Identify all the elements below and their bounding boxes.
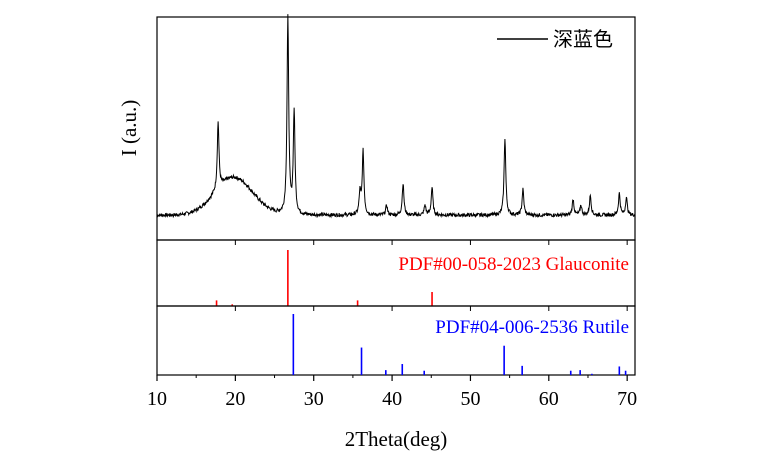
x-axis-ticks: 10 20 30 40 50 60 70 — [147, 240, 637, 410]
x-tick-label: 50 — [460, 388, 480, 410]
x-tick-label: 30 — [304, 388, 324, 410]
x-axis-label: 2Theta(deg) — [345, 427, 448, 451]
glauconite-stick-lines — [215, 250, 433, 306]
x-tick-label: 70 — [617, 388, 637, 410]
legend-label-sample: 深蓝色 — [553, 28, 613, 51]
x-tick-label: 20 — [225, 388, 245, 410]
x-tick-label: 60 — [539, 388, 559, 410]
main-xrd-panel: 深蓝色 — [156, 14, 636, 241]
legend: 深蓝色 — [497, 28, 613, 51]
glauconite-reference-panel: PDF#00-058-2023 Glauconite — [156, 239, 636, 307]
rutile-stick-lines — [292, 314, 627, 375]
x-tick-label: 10 — [147, 388, 167, 410]
rutile-reference-panel: PDF#04-006-2536 Rutile — [156, 305, 636, 376]
x-tick-label: 40 — [382, 388, 402, 410]
xrd-pattern-line — [156, 14, 636, 219]
y-axis-label: I (a.u.) — [117, 100, 141, 157]
rutile-panel-frame — [156, 305, 636, 376]
glauconite-label: PDF#00-058-2023 Glauconite — [398, 254, 629, 275]
rutile-label: PDF#04-006-2536 Rutile — [435, 317, 629, 338]
